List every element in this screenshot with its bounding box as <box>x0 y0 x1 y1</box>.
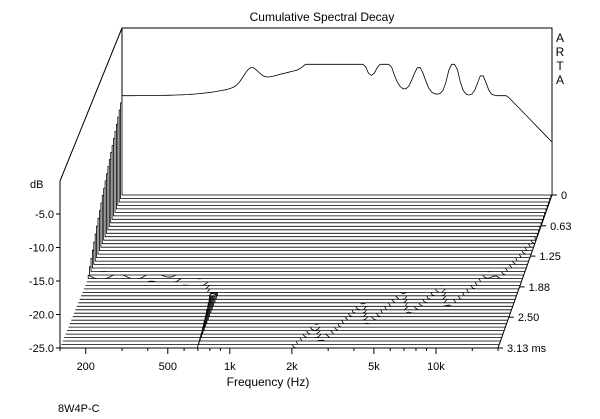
chart-title: Cumulative Spectral Decay <box>250 10 395 24</box>
decay-slice <box>121 63 553 196</box>
time-axis-line <box>497 194 553 349</box>
y-tick-label: -20.0 <box>29 310 54 322</box>
depth-edge-top <box>59 27 123 182</box>
x-axis-ticks: 200 500 1k 2k 5k 10k <box>59 348 499 373</box>
time-axis-ticks: 0 0.63 1.25 1.88 2.50 3.13 ms <box>497 190 572 355</box>
time-tick-label: 0.63 <box>550 221 571 233</box>
y-tick-label: -10.0 <box>29 243 54 255</box>
x-tick-label: 5k <box>368 361 380 373</box>
time-tick-label: 3.13 ms <box>507 343 547 355</box>
x-axis-label: Frequency (Hz) <box>227 375 310 389</box>
y-axis-ticks: -5.0 -10.0 -15.0 -20.0 -25.0 <box>29 209 60 355</box>
time-tick-label: 0 <box>561 190 567 202</box>
x-tick-label: 1k <box>224 361 236 373</box>
decay-slices <box>60 63 553 349</box>
x-tick-label: 2k <box>286 361 298 373</box>
y-tick-label: -25.0 <box>29 343 54 355</box>
y-tick-label: -5.0 <box>35 209 54 221</box>
y-axis-label: dB <box>30 179 43 191</box>
footer-label: 8W4P-C <box>58 403 100 415</box>
time-tick-label: 1.25 <box>539 251 560 263</box>
x-tick-label: 10k <box>427 361 445 373</box>
x-tick-label: 200 <box>77 361 95 373</box>
time-tick-label: 1.88 <box>529 282 550 294</box>
time-tick-label: 2.50 <box>518 312 539 324</box>
y-tick-label: -15.0 <box>29 276 54 288</box>
x-tick-label: 500 <box>159 361 177 373</box>
